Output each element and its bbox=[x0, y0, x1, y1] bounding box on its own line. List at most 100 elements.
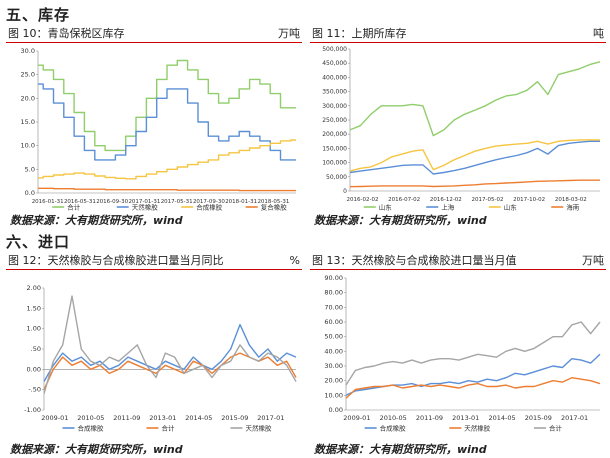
y-tick-label: 0 bbox=[343, 188, 347, 195]
legend-label: 天然橡胶 bbox=[132, 203, 159, 212]
y-tick-label: 450,000 bbox=[322, 60, 347, 67]
chart-header: 图 13：天然橡胶与合成橡胶进口量当月值 万吨 bbox=[310, 252, 606, 270]
legend-label: 天然橡胶 bbox=[245, 424, 271, 433]
y-tick-label: 50.00 bbox=[324, 333, 343, 341]
x-tick-label: 2009-01 bbox=[343, 414, 370, 422]
legend-label: 合成橡胶 bbox=[380, 424, 407, 433]
y-tick-label: 40.00 bbox=[324, 347, 343, 355]
chart-header: 图 10：青岛保税区库存 万吨 bbox=[6, 25, 302, 43]
chart-unit: 万吨 bbox=[278, 27, 300, 40]
y-tick-label: 20.0 bbox=[21, 94, 35, 102]
legend: 合计 天然橡胶 合成橡胶 复合橡胶 bbox=[52, 203, 287, 212]
axis-group: -1.00 -.50 0.00 .50 1.00 1.50 2.00 2009-01 2010-… bbox=[24, 284, 296, 422]
x-tick-label: 2015-09 bbox=[525, 414, 552, 422]
chart-panel-11: 图 11：上期所库存 吨 0 50,000 100,000 150,000 200,00… bbox=[310, 25, 606, 225]
chart-title: 图 10：青岛保税区库存 bbox=[8, 27, 125, 40]
y-tick-label: 200,000 bbox=[322, 131, 347, 138]
chart-panel-12: 图 12：天然橡胶与合成橡胶进口量当月同比 % -1.00 -.50 0.00 .50… bbox=[6, 252, 302, 437]
y-tick-label: 20.00 bbox=[324, 377, 343, 385]
chart-unit: 万吨 bbox=[582, 254, 604, 267]
y-tick-label: 350,000 bbox=[322, 89, 347, 96]
chart-12-svg: -1.00 -.50 0.00 .50 1.00 1.50 2.00 2009-01 2010-… bbox=[24, 284, 297, 433]
chart-panel-13: 图 13：天然橡胶与合成橡胶进口量当月值 万吨 0.00 10.00 20.00 30… bbox=[310, 252, 606, 437]
y-tick-label: 100,000 bbox=[322, 160, 347, 167]
x-tick-label: 2016-09-30 bbox=[96, 199, 128, 205]
legend-label: 合计 bbox=[67, 203, 81, 212]
x-tick-label: 2017-05-31 bbox=[161, 199, 193, 205]
legend-label: 山东 bbox=[504, 203, 518, 212]
y-tick-label: 30.0 bbox=[21, 47, 35, 55]
x-tick-label: 2017-01-31 bbox=[128, 199, 160, 205]
y-tick-label: 300,000 bbox=[322, 103, 347, 110]
y-tick-label: 150,000 bbox=[322, 145, 347, 152]
legend: 合成橡胶 天然橡胶 合计 bbox=[364, 424, 562, 433]
y-tick-label: .50 bbox=[31, 345, 41, 353]
y-tick-label: 80.00 bbox=[324, 289, 343, 297]
series-line-3 bbox=[349, 139, 600, 172]
x-tick-label: 2016-12-02 bbox=[430, 197, 462, 203]
y-tick-label: 90.00 bbox=[324, 274, 343, 282]
x-tick-label: 2016-02-02 bbox=[347, 197, 379, 203]
x-tick-label: 2017-01 bbox=[561, 414, 588, 422]
source-note: 数据来源：大有期货研究所，wind bbox=[10, 443, 183, 456]
series-line-2 bbox=[38, 83, 296, 161]
legend-label: 山东 bbox=[379, 203, 393, 212]
legend-label: 合计 bbox=[161, 424, 175, 433]
y-tick-label: 500,000 bbox=[322, 46, 347, 53]
y-tick-label: -.50 bbox=[28, 386, 41, 394]
x-tick-label: 2009-01 bbox=[41, 414, 68, 422]
chart-unit: 吨 bbox=[593, 27, 604, 40]
y-tick-label: 0.00 bbox=[329, 406, 343, 414]
y-tick-label: 25.0 bbox=[21, 71, 35, 79]
y-tick-label: 50,000 bbox=[326, 174, 347, 181]
y-tick-label: 10.0 bbox=[21, 142, 35, 150]
x-tick-label: 2013-01 bbox=[452, 414, 479, 422]
x-tick-label: 2015-09 bbox=[221, 414, 248, 422]
y-tick-label: 70.00 bbox=[324, 303, 343, 311]
axis-group: 0.00 10.00 20.00 30.00 40.00 50.00 60.00 70.00 8… bbox=[324, 274, 600, 422]
source-note: 数据来源：大有期货研究所，wind bbox=[314, 443, 487, 456]
y-tick-label: 1.00 bbox=[27, 325, 41, 333]
legend-label: 海南 bbox=[566, 203, 580, 212]
chart-header: 图 12：天然橡胶与合成橡胶进口量当月同比 % bbox=[6, 252, 302, 270]
source-note: 数据来源：大有期货研究所，wind bbox=[314, 214, 487, 227]
series-line-4 bbox=[349, 179, 600, 188]
chart-header: 图 11：上期所库存 吨 bbox=[310, 25, 606, 43]
x-tick-label: 2011-09 bbox=[416, 414, 443, 422]
x-tick-label: 2018-05-31 bbox=[257, 199, 289, 205]
x-tick-label: 2017-10-02 bbox=[513, 197, 545, 203]
chart-13-svg: 0.00 10.00 20.00 30.00 40.00 50.00 60.00 70.00 8… bbox=[324, 274, 601, 433]
chart-title: 图 12：天然橡胶与合成橡胶进口量当月同比 bbox=[8, 254, 224, 267]
chart-11-svg: 0 50,000 100,000 150,000 200,000 250,000 300,0… bbox=[322, 46, 601, 212]
chart-title: 图 13：天然橡胶与合成橡胶进口量当月值 bbox=[312, 254, 517, 267]
y-tick-label: 5.0 bbox=[25, 165, 35, 173]
x-tick-label: 2016-01-31 bbox=[32, 199, 64, 205]
y-tick-label: 15.0 bbox=[21, 118, 35, 126]
x-tick-label: 2014-05 bbox=[185, 414, 212, 422]
series-line-2 bbox=[345, 377, 601, 399]
series-line-3 bbox=[38, 139, 296, 180]
legend: 合成橡胶 合计 天然橡胶 bbox=[62, 424, 272, 433]
series-line-1 bbox=[345, 353, 601, 396]
series-line-1 bbox=[38, 59, 296, 152]
series-line-1 bbox=[349, 61, 601, 137]
chart-title: 图 11：上期所库存 bbox=[312, 27, 407, 40]
series-line-4 bbox=[38, 187, 296, 192]
x-tick-label: 2016-07-02 bbox=[388, 197, 420, 203]
legend-label: 天然橡胶 bbox=[464, 424, 491, 433]
legend-label: 合成橡胶 bbox=[196, 203, 223, 212]
series-line-2 bbox=[349, 140, 600, 175]
y-tick-label: 1.50 bbox=[27, 304, 41, 312]
y-tick-label: 2.00 bbox=[27, 284, 41, 292]
y-tick-label: 30.00 bbox=[324, 362, 343, 370]
x-tick-label: 2017-05-02 bbox=[472, 197, 504, 203]
series-line-3 bbox=[345, 321, 601, 386]
y-tick-label: 250,000 bbox=[322, 117, 347, 124]
y-tick-label: 400,000 bbox=[322, 74, 347, 81]
x-tick-label: 2011-09 bbox=[113, 414, 140, 422]
y-tick-label: -1.00 bbox=[24, 406, 41, 414]
chart-panel-10: 图 10：青岛保税区库存 万吨 0.0 5.0 10.0 15.0 20.0 25.0 30… bbox=[6, 25, 302, 225]
y-tick-label: 60.00 bbox=[324, 318, 343, 326]
axis-group: 0 50,000 100,000 150,000 200,000 250,000 300,0… bbox=[322, 46, 600, 203]
